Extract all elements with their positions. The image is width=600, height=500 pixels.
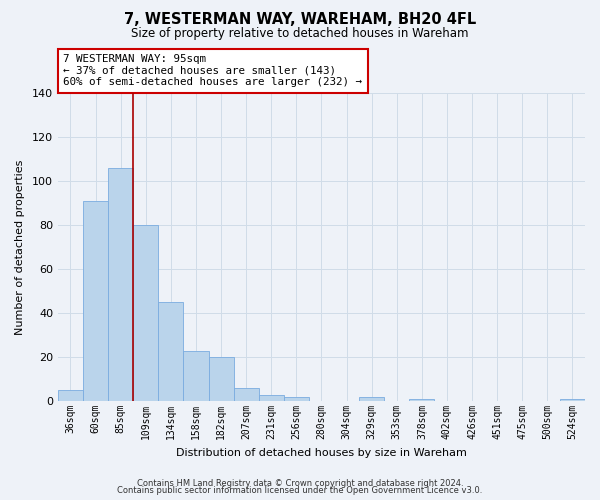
Y-axis label: Number of detached properties: Number of detached properties bbox=[15, 160, 25, 335]
Text: Size of property relative to detached houses in Wareham: Size of property relative to detached ho… bbox=[131, 28, 469, 40]
Text: Contains HM Land Registry data © Crown copyright and database right 2024.: Contains HM Land Registry data © Crown c… bbox=[137, 478, 463, 488]
Text: 7, WESTERMAN WAY, WAREHAM, BH20 4FL: 7, WESTERMAN WAY, WAREHAM, BH20 4FL bbox=[124, 12, 476, 28]
Bar bbox=[409, 399, 434, 401]
Bar bbox=[359, 396, 384, 401]
Bar bbox=[133, 226, 158, 401]
Bar bbox=[233, 388, 259, 401]
X-axis label: Distribution of detached houses by size in Wareham: Distribution of detached houses by size … bbox=[176, 448, 467, 458]
Bar bbox=[158, 302, 184, 401]
Bar bbox=[284, 396, 309, 401]
Bar bbox=[259, 394, 284, 401]
Bar bbox=[560, 399, 585, 401]
Text: 7 WESTERMAN WAY: 95sqm
← 37% of detached houses are smaller (143)
60% of semi-de: 7 WESTERMAN WAY: 95sqm ← 37% of detached… bbox=[63, 54, 362, 87]
Bar bbox=[209, 357, 233, 401]
Bar bbox=[108, 168, 133, 401]
Bar bbox=[58, 390, 83, 401]
Bar bbox=[83, 201, 108, 401]
Bar bbox=[184, 350, 209, 401]
Text: Contains public sector information licensed under the Open Government Licence v3: Contains public sector information licen… bbox=[118, 486, 482, 495]
